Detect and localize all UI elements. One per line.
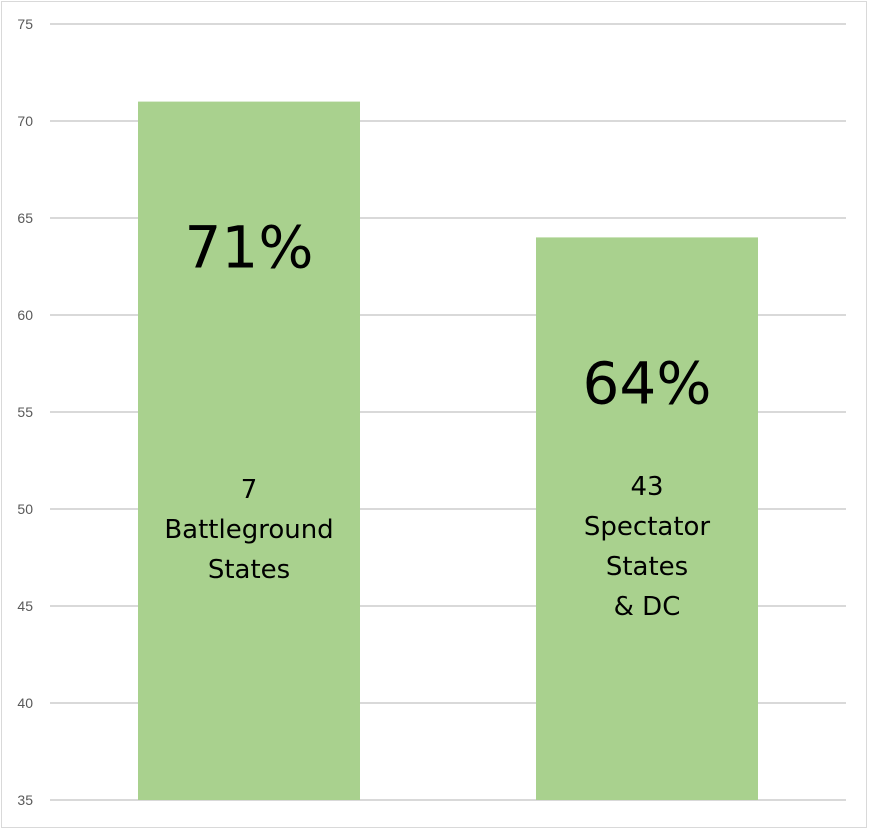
y-tick-label: 70 xyxy=(17,113,33,129)
y-tick-label: 65 xyxy=(17,210,33,226)
category-label: States xyxy=(208,555,290,585)
y-tick-label: 75 xyxy=(17,16,33,32)
y-tick-label: 45 xyxy=(17,598,33,614)
y-tick-label: 55 xyxy=(17,404,33,420)
category-label: Spectator xyxy=(584,512,711,542)
bar xyxy=(138,101,360,801)
y-tick-label: 60 xyxy=(17,307,33,323)
category-label: 43 xyxy=(630,472,663,502)
y-tick-label: 35 xyxy=(17,792,33,808)
bar xyxy=(536,237,758,800)
y-tick-label: 50 xyxy=(17,501,33,517)
category-label: States xyxy=(606,552,688,582)
y-tick-label: 40 xyxy=(17,695,33,711)
data-label: 71% xyxy=(185,214,314,282)
data-label: 64% xyxy=(583,349,712,417)
category-label: & DC xyxy=(614,592,681,622)
category-label: Battleground xyxy=(164,515,333,545)
category-label: 7 xyxy=(241,475,258,505)
